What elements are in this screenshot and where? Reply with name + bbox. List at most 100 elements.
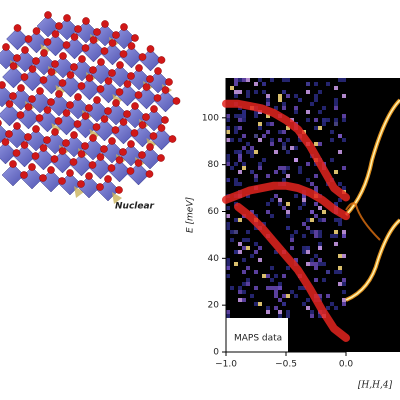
atom bbox=[35, 114, 44, 122]
heatmap-pixel bbox=[318, 258, 322, 262]
heatmap-pixel bbox=[226, 226, 230, 230]
heatmap-pixel bbox=[226, 154, 230, 158]
atom bbox=[119, 148, 127, 156]
heatmap-pixel bbox=[230, 166, 234, 170]
heatmap-pixel bbox=[246, 194, 250, 198]
heatmap-pixel bbox=[338, 222, 342, 226]
atom bbox=[93, 28, 101, 36]
heatmap-pixel bbox=[338, 218, 342, 222]
atom bbox=[70, 63, 78, 71]
heatmap-pixel bbox=[326, 82, 330, 86]
heatmap-pixel bbox=[270, 198, 274, 202]
heatmap-pixel bbox=[282, 106, 286, 110]
heatmap-pixel bbox=[282, 130, 286, 134]
heatmap-pixel bbox=[282, 206, 286, 210]
atom bbox=[138, 121, 147, 129]
x-tick-label: −1.0 bbox=[215, 360, 237, 370]
atom bbox=[70, 131, 78, 139]
heatmap-pixel bbox=[318, 314, 322, 318]
atom bbox=[9, 92, 17, 100]
heatmap-pixel bbox=[238, 290, 242, 294]
heatmap-pixel bbox=[314, 202, 318, 206]
heatmap-pixel bbox=[274, 274, 278, 278]
heatmap-pixel bbox=[334, 106, 338, 110]
atom bbox=[39, 144, 48, 152]
heatmap-pixel bbox=[238, 158, 242, 162]
atom bbox=[135, 64, 143, 72]
atom bbox=[69, 158, 78, 166]
atom bbox=[108, 39, 117, 47]
heatmap-pixel bbox=[242, 298, 246, 302]
heatmap-pixel bbox=[330, 234, 334, 238]
atom bbox=[100, 47, 109, 55]
structure-label: Nuclear bbox=[115, 202, 155, 212]
heatmap-pixel bbox=[242, 78, 246, 82]
heatmap-pixel bbox=[254, 250, 258, 254]
heatmap-pixel bbox=[238, 182, 242, 186]
heatmap-pixel bbox=[306, 246, 310, 250]
heatmap-pixel bbox=[286, 138, 290, 142]
heatmap-pixel bbox=[286, 314, 290, 318]
heatmap-pixel bbox=[238, 118, 242, 122]
heatmap-pixel bbox=[330, 130, 334, 134]
heatmap-pixel bbox=[282, 90, 286, 94]
atom bbox=[89, 66, 97, 74]
atom bbox=[43, 38, 52, 46]
atom bbox=[9, 62, 18, 70]
heatmap-pixel bbox=[234, 114, 238, 118]
heatmap-pixel bbox=[310, 182, 314, 186]
heatmap-pixel bbox=[342, 118, 346, 122]
atom bbox=[119, 50, 128, 58]
heatmap-pixel bbox=[238, 286, 242, 290]
heatmap-pixel bbox=[342, 290, 346, 294]
heatmap-pixel bbox=[226, 258, 230, 262]
atom bbox=[123, 110, 131, 118]
heatmap-pixel bbox=[258, 162, 262, 166]
atom bbox=[111, 126, 120, 134]
heatmap-pixel bbox=[226, 162, 230, 166]
atom bbox=[154, 67, 162, 75]
heatmap-pixel bbox=[342, 230, 346, 234]
heatmap-pixel bbox=[278, 98, 282, 102]
y-tick-label: 40 bbox=[208, 254, 220, 264]
heatmap-pixel bbox=[262, 274, 266, 278]
atom bbox=[134, 159, 143, 167]
heatmap-pixel bbox=[266, 306, 270, 310]
heatmap-pixel bbox=[242, 146, 246, 150]
crystal-structure bbox=[0, 11, 181, 204]
heatmap-pixel bbox=[254, 90, 258, 94]
heatmap-pixel bbox=[266, 310, 270, 314]
atom bbox=[77, 150, 86, 158]
heatmap-pixel bbox=[326, 270, 330, 274]
heatmap-pixel bbox=[342, 234, 346, 238]
heatmap-pixel bbox=[286, 166, 290, 170]
atom bbox=[153, 94, 162, 102]
atom bbox=[104, 175, 112, 183]
atom bbox=[100, 145, 108, 153]
heatmap-pixel bbox=[258, 122, 262, 126]
atom bbox=[39, 174, 47, 182]
heatmap-pixel bbox=[334, 122, 338, 126]
heatmap-pixel bbox=[278, 310, 282, 314]
heatmap-pixel bbox=[294, 258, 298, 262]
atom bbox=[66, 101, 74, 109]
heatmap-pixel bbox=[306, 118, 310, 122]
atom bbox=[66, 169, 74, 177]
y-tick-label: 0 bbox=[213, 348, 219, 358]
atom bbox=[47, 166, 55, 174]
atom bbox=[32, 27, 41, 35]
atom bbox=[93, 96, 101, 104]
heatmap-pixel bbox=[226, 178, 230, 182]
heatmap-pixel bbox=[286, 310, 290, 314]
heatmap-pixel bbox=[226, 274, 230, 278]
heatmap-pixel bbox=[310, 218, 314, 222]
heatmap-pixel bbox=[246, 90, 250, 94]
heatmap-pixel bbox=[338, 266, 342, 270]
atom bbox=[161, 86, 170, 94]
atom bbox=[74, 25, 82, 33]
heatmap-pixel bbox=[258, 126, 262, 130]
heatmap-pixel bbox=[306, 226, 310, 230]
x-tick-label: 0.0 bbox=[339, 360, 354, 370]
heatmap-pixel bbox=[250, 146, 254, 150]
atom bbox=[161, 116, 169, 124]
